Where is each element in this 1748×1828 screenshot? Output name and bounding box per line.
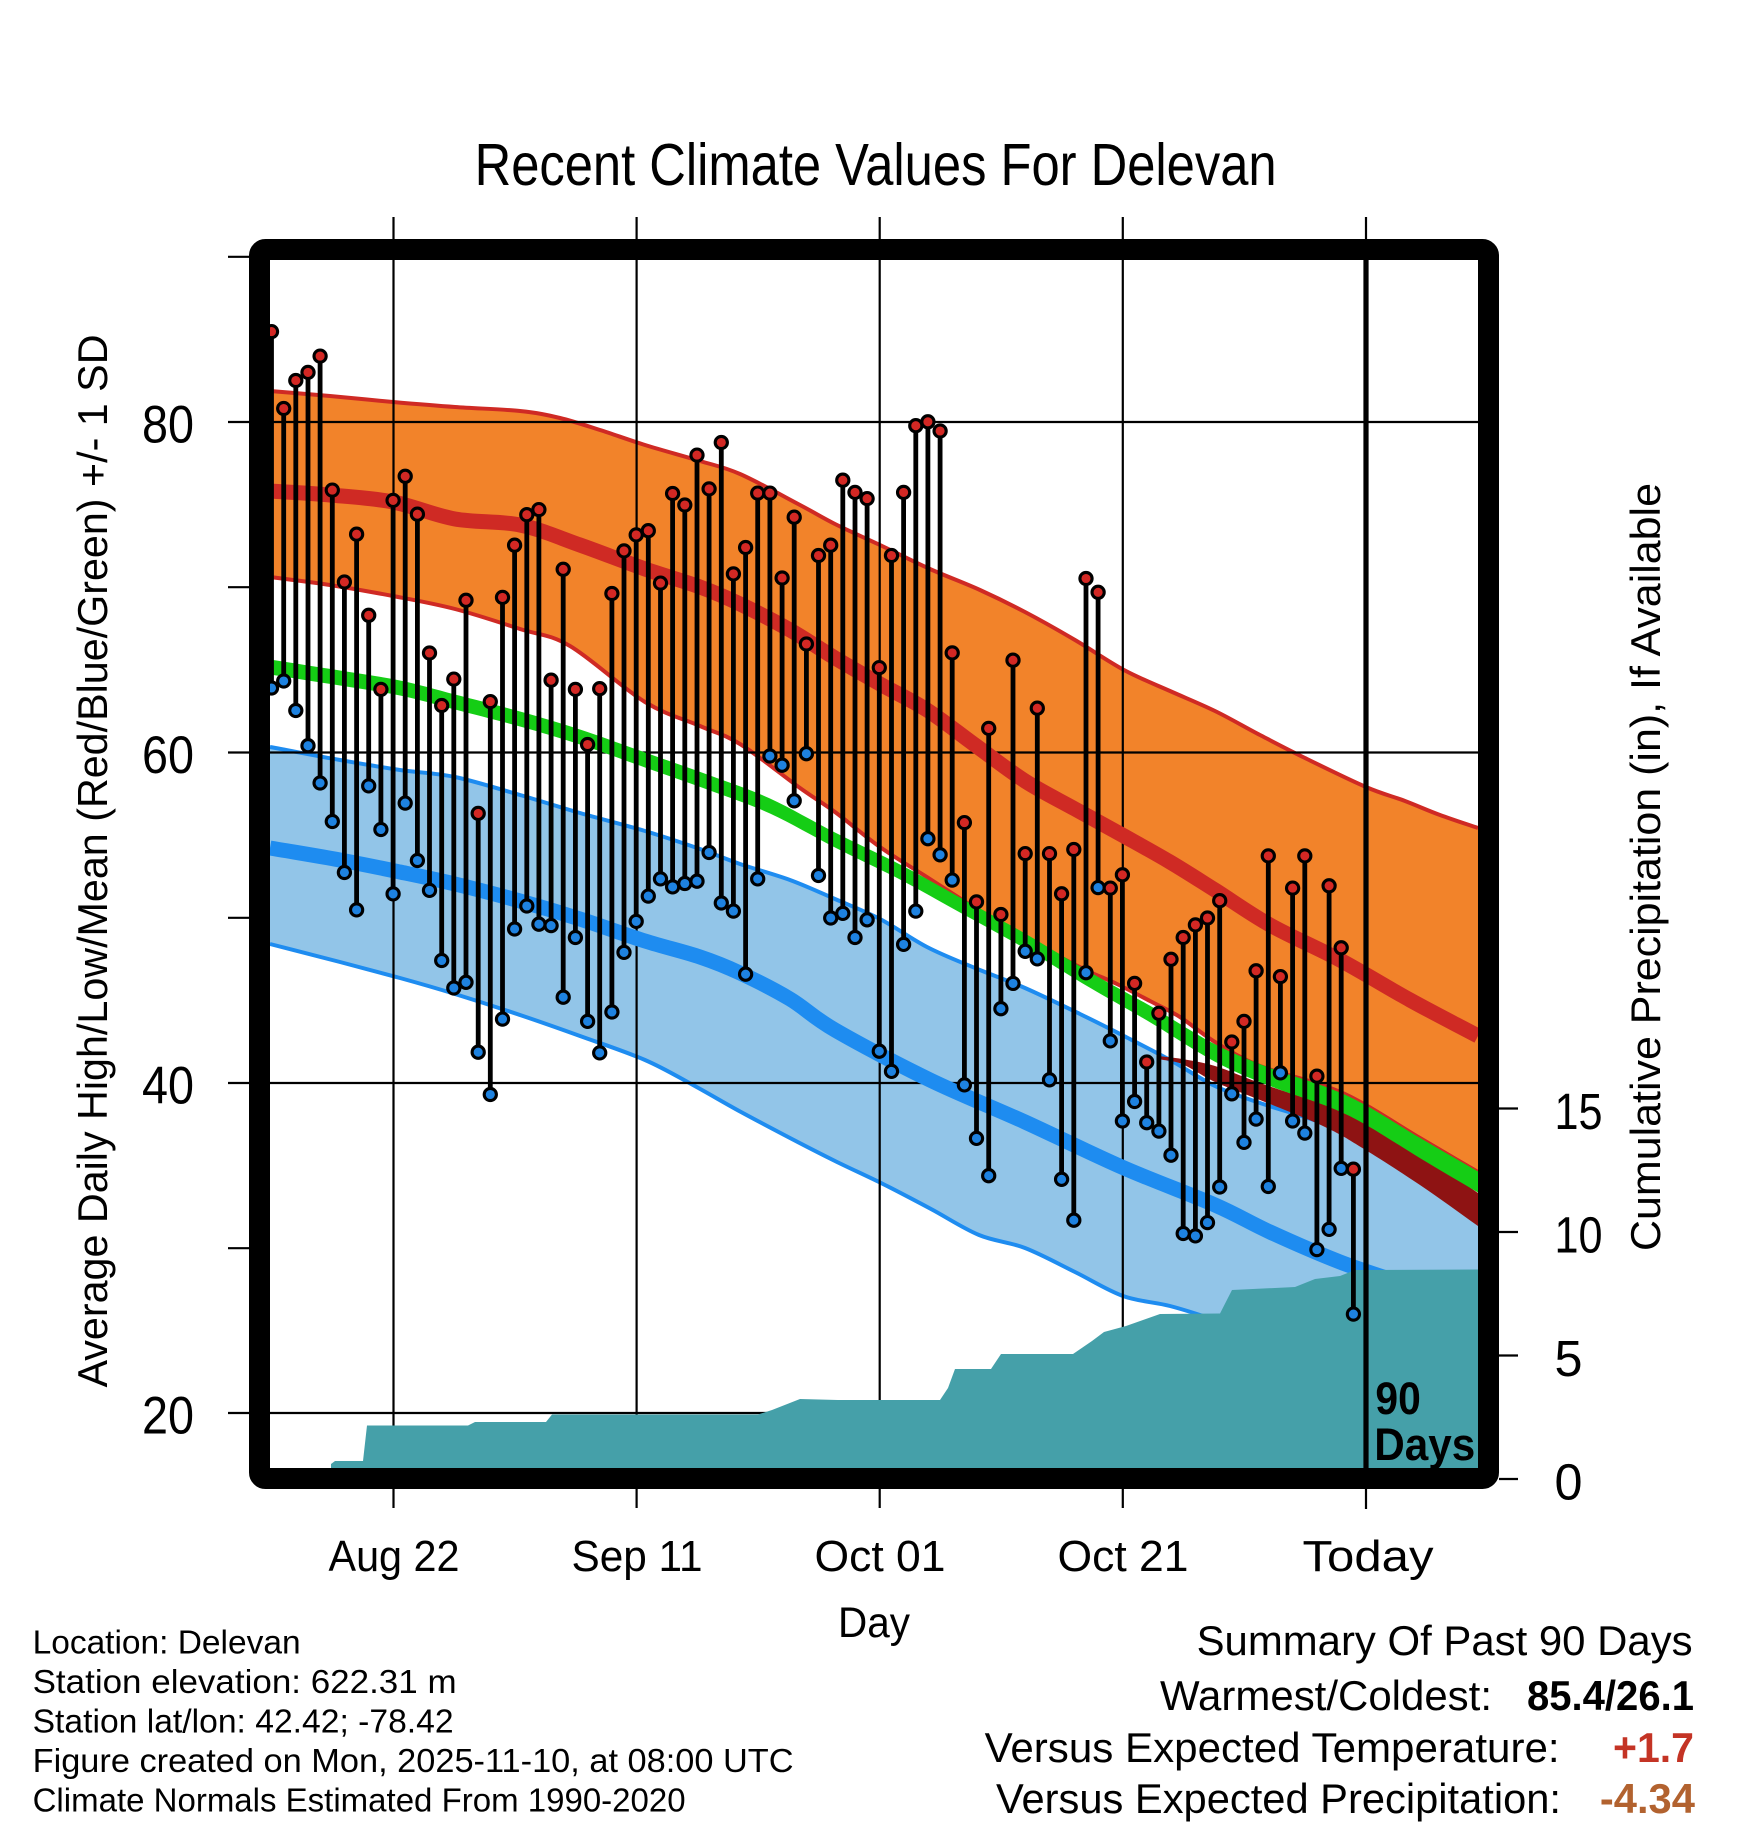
svg-text:90: 90 bbox=[1375, 1373, 1420, 1424]
svg-text:Figure created on Mon, 2025-11: Figure created on Mon, 2025-11-10, at 08… bbox=[33, 1742, 794, 1779]
svg-text:Oct 21: Oct 21 bbox=[1058, 1532, 1189, 1581]
svg-text:Summary Of Past 90 Days: Summary Of Past 90 Days bbox=[1197, 1617, 1693, 1664]
svg-text:Versus Expected Precipitation:: Versus Expected Precipitation: bbox=[996, 1775, 1561, 1822]
svg-text:15: 15 bbox=[1555, 1083, 1603, 1140]
svg-text:Climate Normals Estimated From: Climate Normals Estimated From 1990-2020 bbox=[33, 1781, 686, 1818]
svg-text:Sep 11: Sep 11 bbox=[572, 1532, 703, 1581]
svg-text:Recent Climate Values For Dele: Recent Climate Values For Delevan bbox=[475, 132, 1277, 198]
svg-text:85.4/26.1: 85.4/26.1 bbox=[1527, 1672, 1694, 1719]
svg-text:Average Daily High/Low/Mean (R: Average Daily High/Low/Mean (Red/Blue/Gr… bbox=[69, 335, 116, 1388]
svg-text:40: 40 bbox=[142, 1056, 194, 1115]
svg-text:80: 80 bbox=[142, 395, 194, 454]
svg-text:Station elevation: 622.31 m: Station elevation: 622.31 m bbox=[33, 1663, 457, 1700]
svg-text:Versus Expected Temperature:: Versus Expected Temperature: bbox=[985, 1724, 1560, 1771]
svg-text:5: 5 bbox=[1555, 1330, 1583, 1387]
svg-text:10: 10 bbox=[1555, 1206, 1603, 1263]
svg-text:Location: Delevan: Location: Delevan bbox=[33, 1623, 301, 1660]
svg-text:Oct 01: Oct 01 bbox=[815, 1532, 946, 1581]
svg-text:Cumulative Precipitation (in),: Cumulative Precipitation (in), If Availa… bbox=[1622, 483, 1669, 1251]
svg-text:60: 60 bbox=[142, 726, 194, 785]
svg-text:Today: Today bbox=[1303, 1532, 1434, 1581]
svg-text:Days: Days bbox=[1374, 1419, 1475, 1470]
svg-text:Station lat/lon: 42.42; -78.42: Station lat/lon: 42.42; -78.42 bbox=[33, 1702, 454, 1739]
svg-text:0: 0 bbox=[1555, 1453, 1583, 1510]
svg-text:20: 20 bbox=[142, 1386, 194, 1445]
svg-text:+1.7: +1.7 bbox=[1613, 1724, 1694, 1771]
svg-text:-4.34: -4.34 bbox=[1600, 1775, 1695, 1822]
svg-text:Aug 22: Aug 22 bbox=[329, 1532, 460, 1581]
svg-text:Warmest/Coldest:: Warmest/Coldest: bbox=[1160, 1672, 1492, 1719]
svg-text:Day: Day bbox=[838, 1599, 910, 1647]
